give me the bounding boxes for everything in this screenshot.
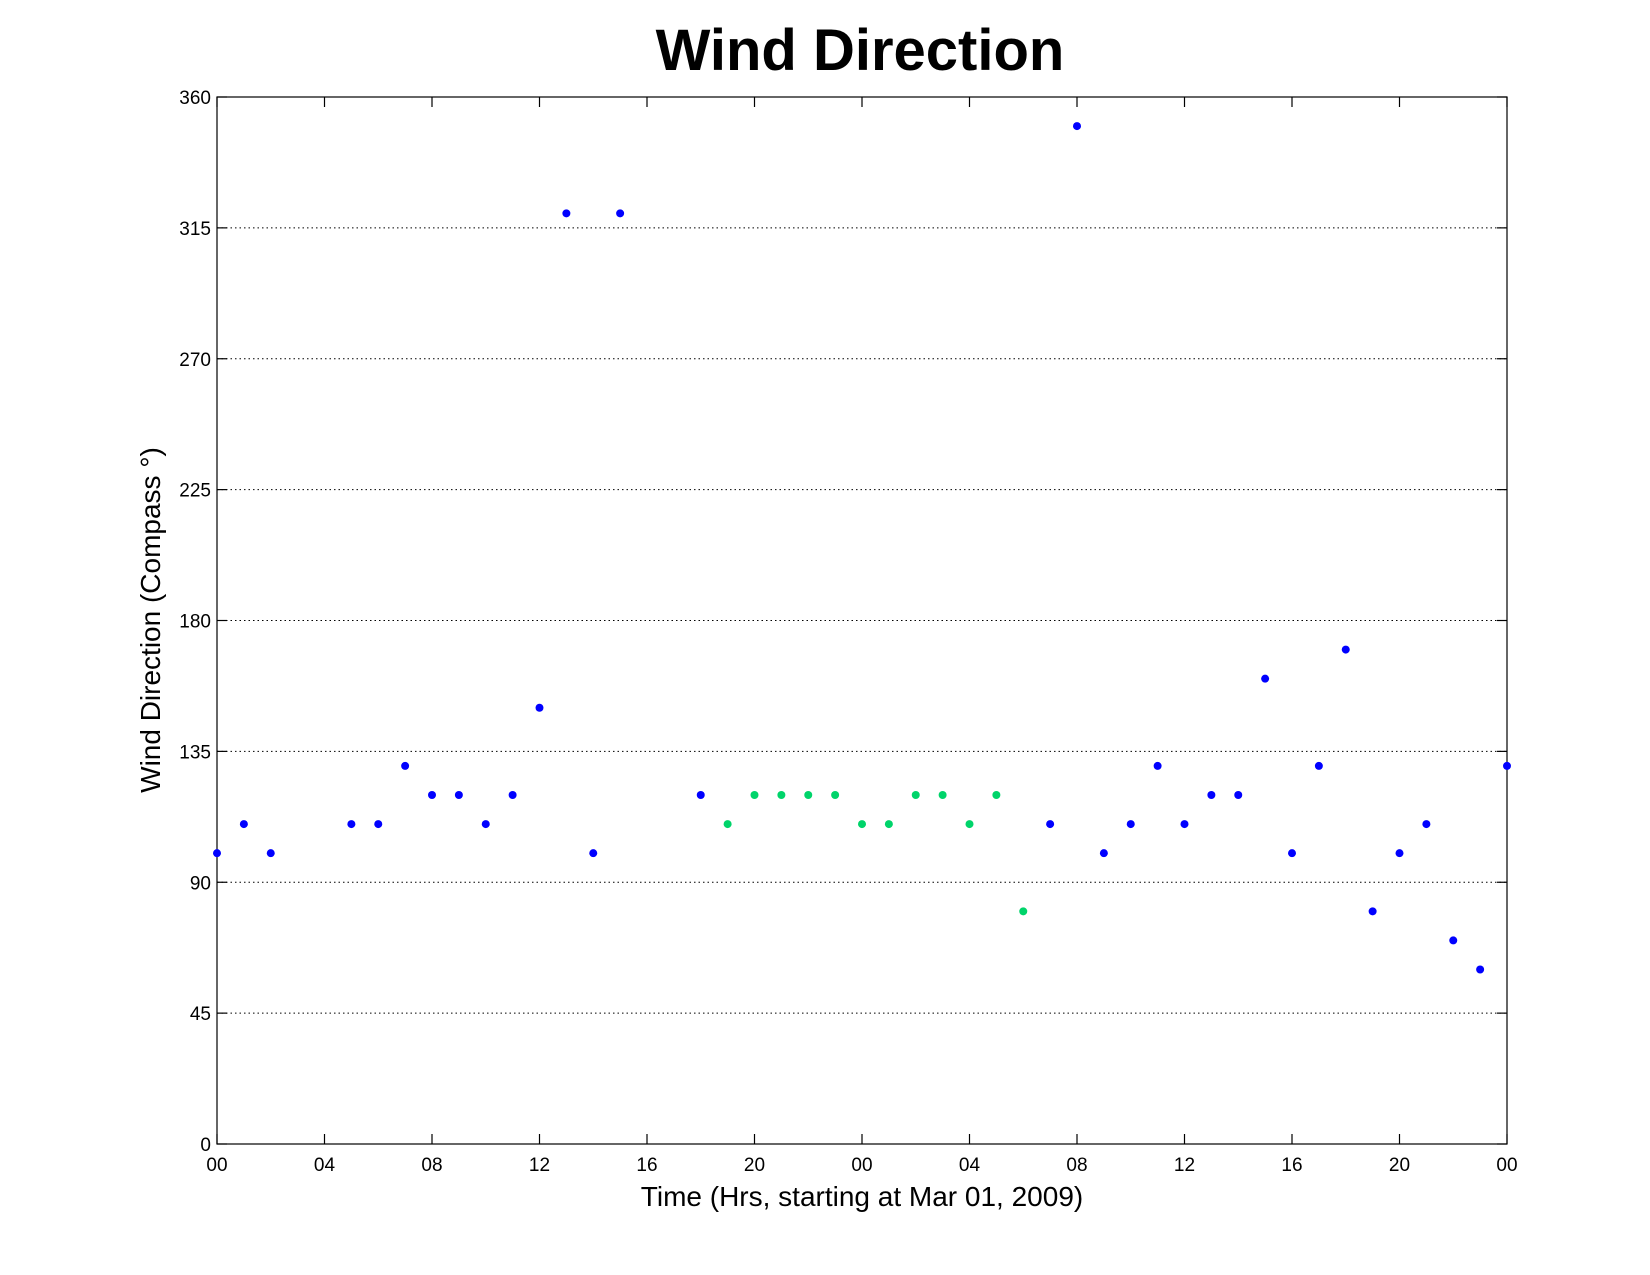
x-tick-label: 08: [1066, 1155, 1087, 1176]
data-point: [965, 820, 974, 829]
data-point: [1207, 791, 1216, 799]
data-point: [1234, 791, 1243, 799]
data-point: [535, 703, 544, 712]
data-point: [858, 820, 866, 829]
data-points: [213, 122, 1511, 974]
data-point: [481, 820, 490, 829]
data-point: [1476, 965, 1485, 974]
data-point: [884, 820, 893, 829]
x-tick-label: 00: [1496, 1155, 1517, 1176]
axis-ticks: 0 45 90 135 180 225 270 315 360 00 04 08 12 16 20 00 04 0…: [179, 88, 1517, 1176]
y-tick-label: 270: [179, 350, 211, 371]
x-tick-label: 00: [206, 1155, 227, 1176]
data-point: [1153, 761, 1162, 770]
data-point: [1261, 674, 1270, 683]
x-tick-label: 08: [421, 1155, 442, 1176]
data-point: [911, 791, 920, 799]
data-point: [1341, 645, 1350, 654]
data-point: [750, 791, 759, 799]
data-point: [374, 820, 383, 829]
data-point: [1073, 122, 1081, 131]
data-point: [1449, 936, 1458, 945]
x-tick-label: 20: [744, 1155, 765, 1176]
y-axis-label: Wind Direction (Compass °): [135, 447, 166, 793]
x-tick-label: 04: [314, 1155, 336, 1176]
data-point: [831, 791, 840, 799]
data-point: [454, 791, 463, 799]
data-point: [1395, 849, 1404, 858]
data-point: [562, 209, 571, 218]
data-point: [401, 761, 410, 770]
x-tick-label: 12: [529, 1155, 550, 1176]
x-tick-label: 16: [1281, 1155, 1302, 1176]
data-point: [804, 791, 813, 799]
data-point: [428, 791, 436, 799]
data-point: [589, 849, 598, 858]
data-point: [777, 791, 786, 799]
data-point: [723, 820, 732, 829]
x-tick-label: 20: [1389, 1155, 1410, 1176]
data-point: [266, 849, 275, 858]
data-point: [347, 820, 356, 829]
data-point: [1019, 907, 1028, 916]
y-tick-label: 0: [200, 1135, 211, 1156]
y-tick-label: 315: [179, 219, 211, 240]
data-point: [992, 791, 1001, 799]
data-point: [616, 209, 625, 218]
data-point: [1099, 849, 1108, 858]
data-point: [1368, 907, 1377, 916]
x-tick-label: 12: [1174, 1155, 1195, 1176]
data-point: [1180, 820, 1189, 829]
x-tick-label: 04: [959, 1155, 981, 1176]
data-point: [1126, 820, 1135, 829]
data-point: [508, 791, 517, 799]
data-point: [1503, 761, 1511, 770]
y-tick-label: 45: [190, 1004, 211, 1025]
data-point: [1314, 761, 1323, 770]
x-tick-label: 00: [851, 1155, 872, 1176]
y-tick-label: 90: [190, 873, 211, 894]
y-tick-label: 225: [179, 481, 211, 502]
data-point: [1288, 849, 1296, 858]
chart-title: Wind Direction: [656, 18, 1065, 83]
x-axis-label: Time (Hrs, starting at Mar 01, 2009): [641, 1181, 1083, 1212]
y-tick-label: 360: [179, 88, 211, 109]
grid-lines: [217, 227, 1507, 1014]
data-point: [213, 849, 221, 858]
x-tick-label: 16: [636, 1155, 657, 1176]
y-tick-label: 135: [179, 742, 211, 763]
data-point: [239, 820, 248, 829]
y-tick-label: 180: [179, 612, 211, 633]
data-point: [1046, 820, 1055, 829]
data-point: [696, 791, 705, 799]
data-point: [1422, 820, 1431, 829]
data-point: [938, 791, 947, 799]
